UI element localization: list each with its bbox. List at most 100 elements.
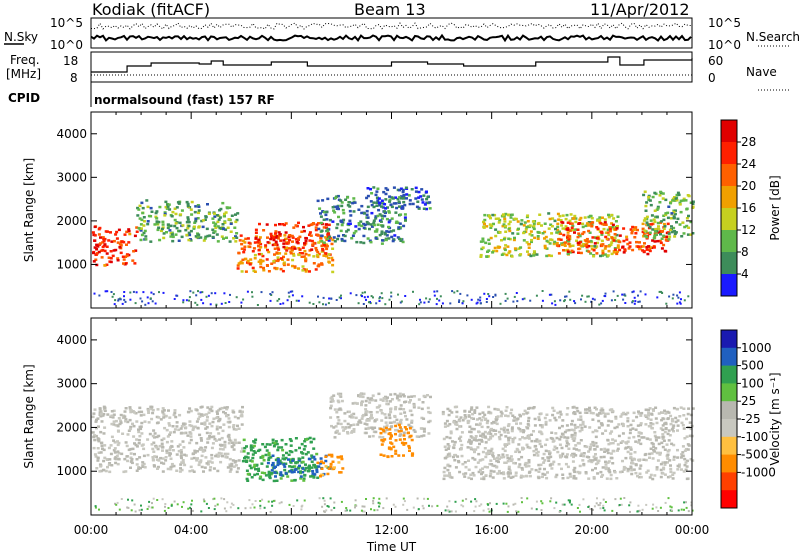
velocity-cell: [527, 407, 530, 410]
velocity-cell: [619, 415, 623, 418]
power-cell: [553, 240, 557, 244]
velocity-cell: [365, 498, 367, 500]
velocity-cell: [273, 441, 277, 445]
velocity-cell: [124, 418, 128, 421]
velocity-cell: [409, 399, 412, 402]
velocity-cell: [238, 410, 242, 413]
velocity-cell: [601, 408, 605, 412]
velocity-cell: [599, 448, 603, 451]
power-cell: [628, 241, 632, 244]
power-cell: [164, 200, 168, 204]
velocity-cell: [669, 467, 673, 471]
velocity-cell: [635, 415, 639, 419]
velocity-cell: [471, 412, 475, 416]
velocity-cell: [554, 432, 558, 435]
power-cell: [601, 249, 605, 253]
power-cell: [297, 237, 301, 240]
power-cell: [669, 217, 673, 220]
power-cell: [254, 231, 258, 234]
power-cell: [630, 231, 634, 235]
velocity-cell: [253, 463, 257, 467]
power-cell: [274, 223, 277, 227]
power-cell: [192, 291, 195, 294]
velocity-cell: [199, 459, 203, 462]
velocity-cell: [146, 409, 150, 412]
power-cell: [691, 202, 695, 205]
power-cell: [197, 290, 199, 293]
power-cell: [121, 255, 125, 258]
velocity-cell: [226, 501, 229, 504]
power-cell: [254, 236, 258, 240]
power-cell: [666, 211, 670, 215]
velocity-cell: [514, 419, 518, 422]
velocity-cell: [651, 422, 655, 426]
power-cell: [327, 253, 331, 256]
power-cell: [140, 233, 144, 237]
velocity-cell: [343, 427, 347, 430]
velocity-cell: [477, 423, 481, 427]
velocity-cell: [685, 506, 688, 509]
power-echo-region: [136, 199, 240, 243]
power-cell: [292, 252, 295, 256]
velocity-cell: [180, 456, 183, 460]
power-cell: [558, 230, 561, 233]
power-cell: [100, 256, 104, 259]
power-cell: [616, 294, 619, 297]
power-cell: [271, 291, 274, 294]
velocity-cell: [491, 434, 495, 438]
velocity-cell: [140, 432, 144, 435]
velocity-cell: [205, 419, 209, 422]
power-cell: [311, 222, 315, 225]
power-colorbar-label: 8: [741, 245, 749, 259]
power-cell: [155, 220, 159, 223]
power-cell: [142, 220, 146, 223]
velocity-cell: [197, 463, 201, 467]
power-cell: [605, 237, 609, 241]
velocity-cell: [681, 445, 685, 448]
velocity-cell: [110, 410, 114, 413]
power-cell: [282, 302, 285, 305]
velocity-cell: [571, 406, 575, 409]
velocity-cell: [377, 392, 381, 396]
velocity-cell: [162, 437, 166, 440]
velocity-colorbar-label: -25: [741, 412, 761, 426]
power-cell: [316, 264, 320, 268]
power-cell: [568, 290, 571, 293]
velocity-cell: [129, 466, 132, 469]
velocity-cell: [333, 466, 336, 469]
velocity-cell: [481, 458, 485, 461]
velocity-cell: [484, 441, 488, 444]
power-cell: [197, 209, 201, 212]
velocity-cell: [300, 442, 304, 446]
velocity-cell: [680, 508, 683, 511]
velocity-cell: [652, 503, 655, 506]
velocity-cell: [223, 443, 227, 447]
power-cell: [158, 205, 162, 209]
power-cell: [341, 208, 345, 212]
power-cell: [392, 238, 396, 241]
power-cell: [199, 291, 202, 294]
velocity-cell: [488, 510, 491, 513]
velocity-cell: [639, 423, 643, 427]
velocity-cell: [530, 507, 533, 510]
velocity-cell: [591, 412, 595, 415]
power-cell: [360, 211, 364, 215]
power-cell: [259, 262, 263, 265]
velocity-cell: [499, 456, 503, 459]
power-cell: [146, 222, 150, 226]
velocity-cell: [103, 406, 107, 410]
velocity-cell: [454, 453, 458, 457]
power-cell: [401, 240, 405, 244]
velocity-cell: [397, 430, 401, 433]
power-cell: [538, 213, 542, 216]
velocity-cell: [407, 395, 411, 399]
velocity-cell: [373, 420, 377, 423]
velocity-cell: [572, 429, 576, 432]
velocity-cell: [142, 454, 146, 458]
power-cell: [166, 223, 170, 226]
velocity-cell: [520, 497, 523, 499]
velocity-cell: [321, 473, 325, 477]
velocity-cell: [190, 503, 193, 506]
velocity-colorbar-label: -100: [741, 430, 768, 444]
power-cell: [291, 294, 294, 297]
